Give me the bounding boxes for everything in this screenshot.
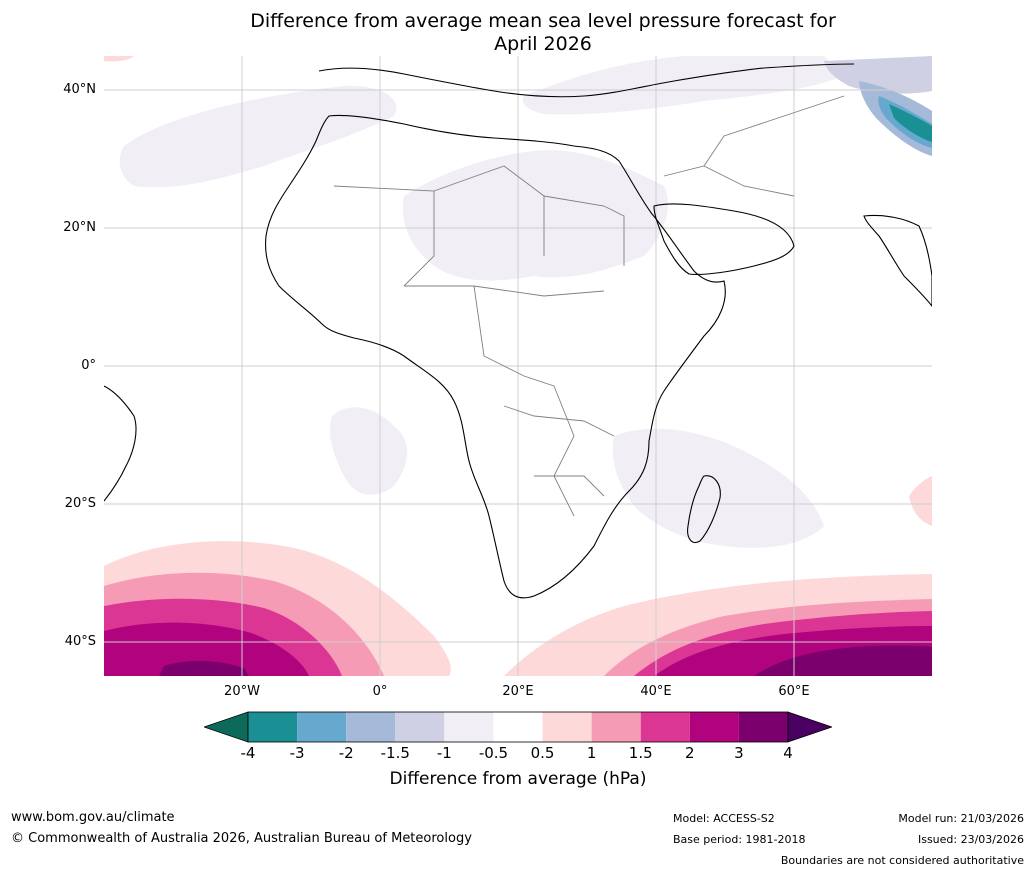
- anomaly-region-north-corner: [104, 56, 134, 62]
- colorbar-tick-label: 0.5: [530, 744, 555, 762]
- footer-base-period: Base period: 1981-2018: [673, 833, 806, 846]
- colorbar-segment-8: [640, 712, 690, 742]
- colorbar-tick-label: -3: [289, 744, 305, 762]
- lon-label-20w: 20°W: [224, 684, 260, 699]
- lon-label-60e: 60°E: [778, 684, 810, 699]
- colorbar-tick-label: 3: [734, 744, 744, 762]
- map-title: Difference from average mean sea level p…: [100, 10, 986, 56]
- madagascar-coastline: [687, 475, 721, 544]
- colorbar-graphic: [202, 711, 834, 743]
- lat-label-20s: 20°S: [64, 496, 96, 511]
- border-10: [703, 95, 845, 167]
- colorbar-tick-label: 1.5: [628, 744, 653, 762]
- colorbar-tick-label: -4: [240, 744, 256, 762]
- anomaly-contours: [104, 56, 932, 676]
- colorbar-tick-label: -0.5: [478, 744, 509, 762]
- lon-label-40e: 40°E: [640, 684, 672, 699]
- footer-model: Model: ACCESS-S2: [673, 812, 775, 825]
- footer-disclaimer: Boundaries are not considered authoritat…: [780, 854, 1024, 867]
- anomaly-region-mediterranean: [522, 56, 844, 115]
- border-3: [543, 195, 625, 266]
- lon-label-0: 0°: [372, 684, 388, 699]
- colorbar-outline: [247, 711, 789, 743]
- europe-coastline: [318, 63, 855, 98]
- pressure-anomaly-map: [104, 56, 932, 676]
- colorbar-segment-6: [542, 712, 592, 742]
- map-panel: [104, 56, 932, 676]
- footer-copyright: © Commonwealth of Australia 2026, Austra…: [11, 831, 472, 846]
- lon-label-20e: 20°E: [502, 684, 534, 699]
- lat-label-40s: 40°S: [64, 634, 96, 649]
- anomaly-region-sahara: [402, 150, 668, 281]
- south-america-coastline: [104, 385, 137, 502]
- anomaly-region-atlantic-south: [329, 407, 408, 495]
- colorbar-segment-5: [493, 712, 543, 742]
- anomaly-band-sw-5: [159, 660, 249, 676]
- country-borders: [333, 95, 845, 517]
- colorbar-segment-7: [591, 712, 641, 742]
- anomaly-band-sw-4: [104, 622, 309, 676]
- coastlines: [104, 63, 932, 599]
- colorbar-tick-label: -1.5: [380, 744, 410, 762]
- colorbar-segment-9: [689, 712, 739, 742]
- border-2: [433, 165, 545, 256]
- anomaly-region-middle-east: [824, 56, 932, 94]
- colorbar-extend-low: [202, 711, 249, 743]
- lat-label-20n: 20°N: [63, 220, 96, 235]
- colorbar-tick-label: -2: [338, 744, 354, 762]
- colorbar-segment-2: [346, 712, 396, 742]
- border-4: [404, 285, 605, 297]
- colorbar-tick-label: 2: [685, 744, 695, 762]
- footer-url[interactable]: www.bom.gov.au/climate: [11, 810, 175, 825]
- border-1: [333, 185, 435, 287]
- anomaly-region-north-atlantic: [119, 85, 397, 188]
- border-9: [663, 165, 795, 197]
- anomaly-band-se-5: [754, 645, 932, 676]
- anomaly-region-indian-ocean: [612, 428, 824, 548]
- colorbar-tick-label: 1: [586, 744, 597, 762]
- colorbar-segment-10: [738, 712, 788, 742]
- lat-label-40n: 40°N: [63, 82, 96, 97]
- colorbar-segment-1: [297, 712, 347, 742]
- anomaly-region-south-east-indian: [909, 476, 932, 526]
- lat-label-0: 0°: [81, 358, 96, 373]
- anomaly-region-himalaya-3: [889, 104, 932, 142]
- colorbar: [202, 710, 834, 744]
- border-6: [553, 385, 575, 517]
- map-title-line1: Difference from average mean sea level p…: [250, 10, 836, 32]
- footer-model-run: Model run: 21/03/2026: [898, 812, 1024, 825]
- colorbar-tick-label: 4: [783, 744, 793, 762]
- africa-coastline: [265, 114, 726, 599]
- colorbar-segment-3: [395, 712, 445, 742]
- footer-issued: Issued: 23/03/2026: [917, 833, 1024, 846]
- colorbar-title: Difference from average (hPa): [389, 769, 647, 789]
- border-5: [473, 285, 555, 387]
- colorbar-tick-label: -1: [436, 744, 452, 762]
- graticule: [104, 56, 932, 676]
- india-coastline: [863, 214, 932, 307]
- map-title-line2: April 2026: [494, 33, 592, 55]
- colorbar-segment-0: [248, 712, 298, 742]
- arabia-coastline: [653, 203, 795, 275]
- border-8: [534, 475, 605, 497]
- colorbar-segment-4: [444, 712, 494, 742]
- border-7: [503, 405, 615, 437]
- colorbar-extend-high: [787, 711, 834, 743]
